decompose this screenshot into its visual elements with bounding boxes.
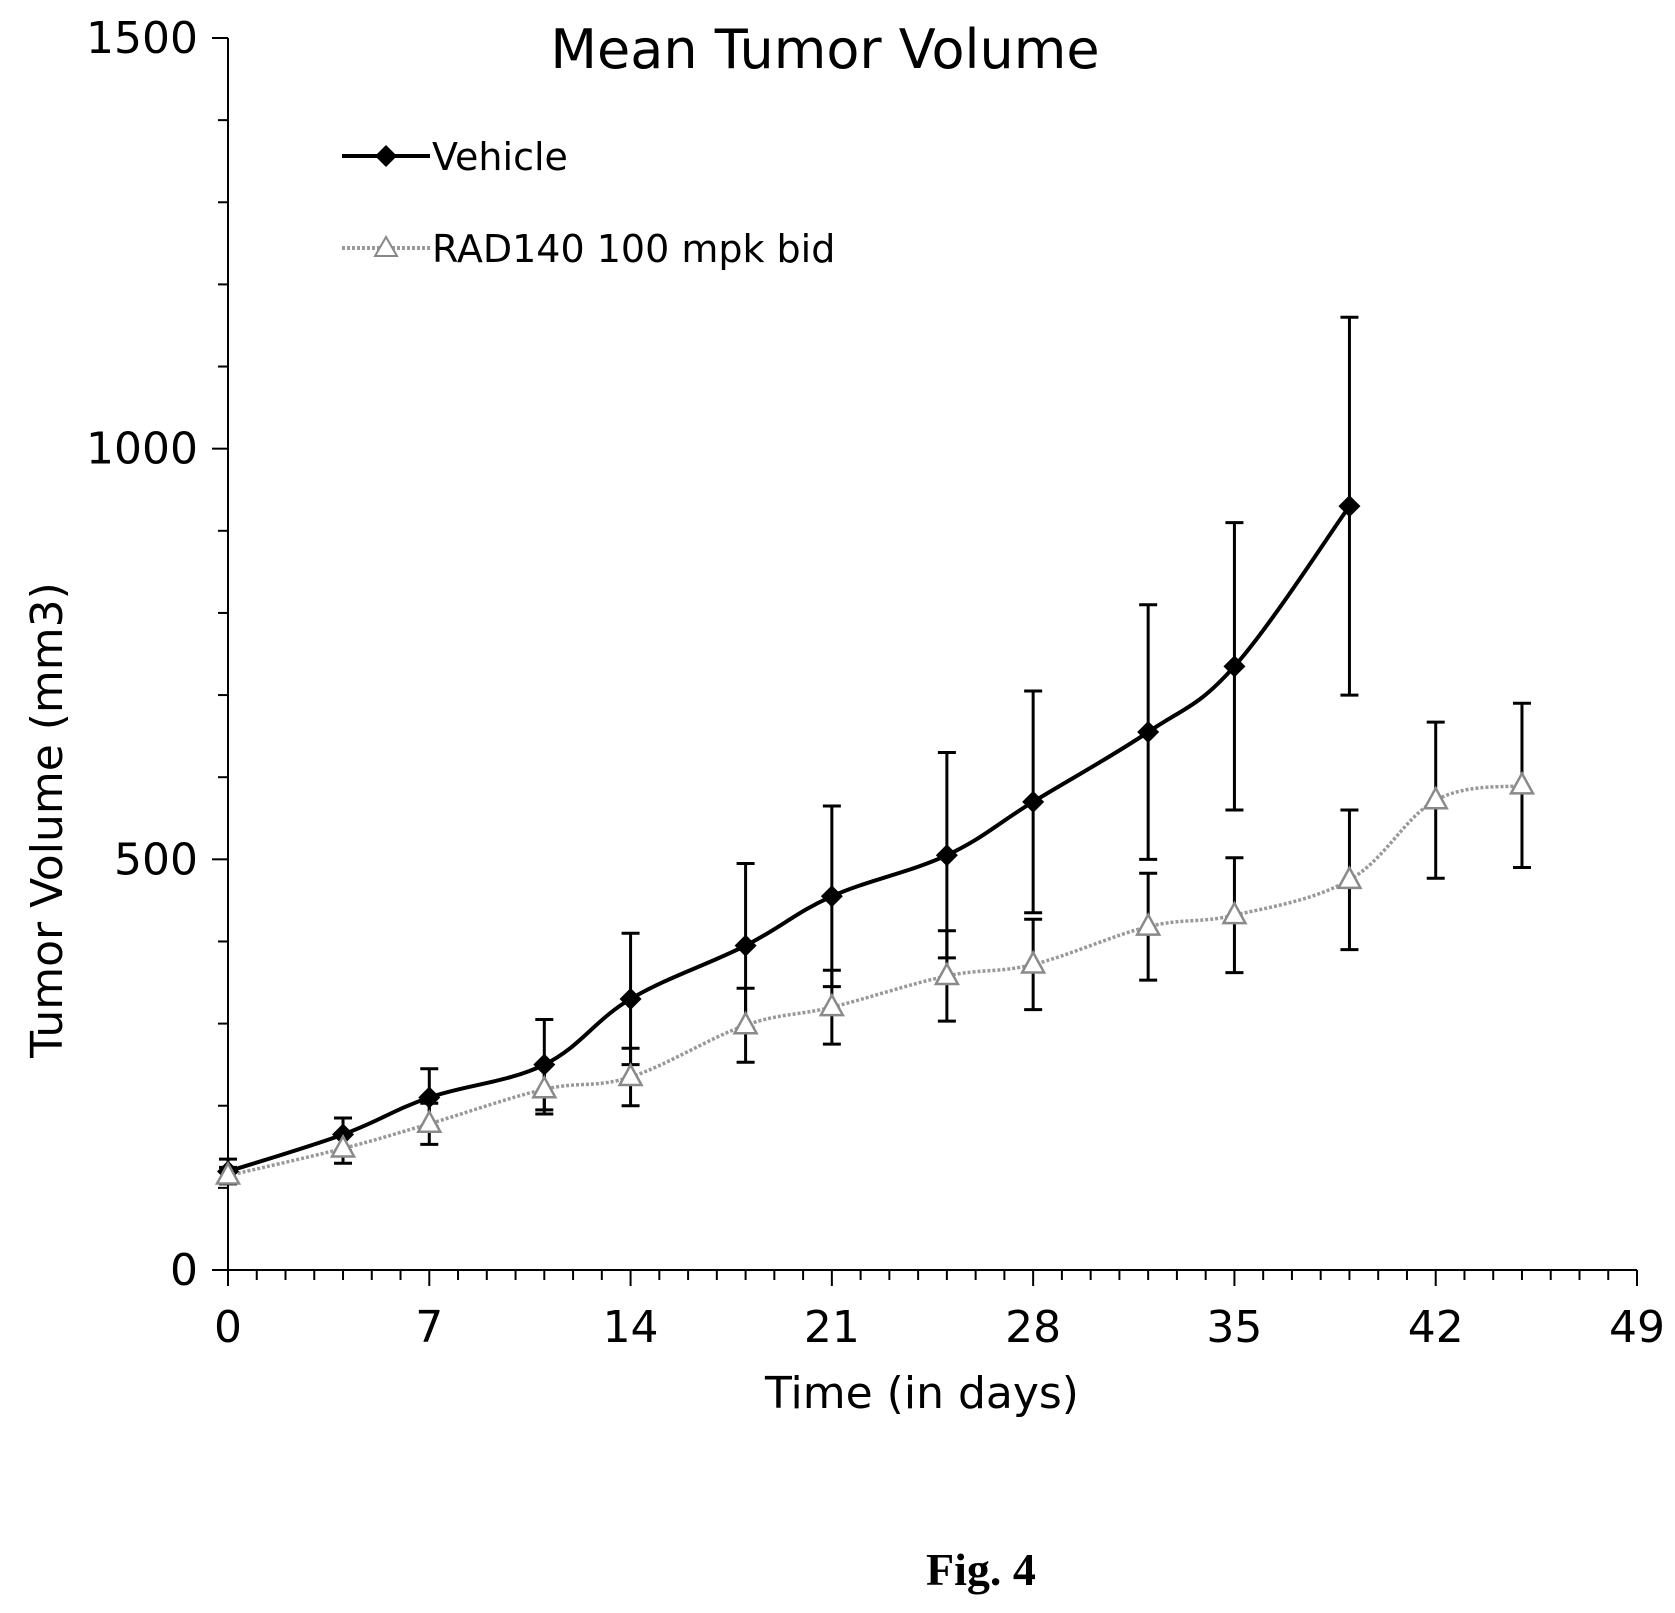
axes <box>227 38 1637 1271</box>
series-lines <box>227 504 1523 1178</box>
vehicle-data-point <box>533 1053 556 1076</box>
rad140-data-point <box>933 961 960 986</box>
x-tick-label: 14 <box>603 1302 659 1353</box>
rad140-data-point <box>329 1133 357 1158</box>
rad140-data-point <box>617 1062 644 1087</box>
vehicle-data-point <box>1223 655 1246 678</box>
vehicle-data-point <box>1338 495 1361 518</box>
vehicle-data-point <box>1137 721 1160 744</box>
x-tick-label: 0 <box>214 1302 242 1353</box>
x-axis-title: Time (in days) <box>764 1368 1079 1419</box>
chart-title: Mean Tumor Volume <box>550 18 1099 81</box>
x-tick-label: 49 <box>1609 1302 1665 1353</box>
ticks: 0 7 14 21 28 35 42 49 0 500 1000 1500 <box>86 13 1665 1353</box>
y-tick-label: 1000 <box>86 424 198 475</box>
legend-vehicle-label: Vehicle <box>432 135 568 179</box>
rad140-data-point <box>416 1109 443 1134</box>
figure-caption: Fig. 4 <box>926 1544 1036 1595</box>
legend-rad140-label: RAD140 100 mpk bid <box>432 227 835 271</box>
y-tick-label: 1500 <box>86 13 198 64</box>
x-tick-label: 35 <box>1206 1302 1262 1353</box>
rad140-data-point <box>1135 912 1162 936</box>
rad140-data-point <box>1422 785 1449 810</box>
rad140-series-line <box>227 783 1523 1178</box>
series-markers <box>214 495 1536 1185</box>
y-tick-label: 500 <box>114 834 198 885</box>
rad140-data-point <box>1336 865 1363 890</box>
rad140-data-point <box>1020 949 1047 974</box>
rad140-data-point <box>214 1160 242 1185</box>
vehicle-data-point <box>935 844 958 867</box>
legend: Vehicle RAD140 100 mpk bid <box>342 135 835 271</box>
legend-vehicle-diamond-icon <box>375 145 397 167</box>
x-tick-label: 21 <box>804 1302 860 1353</box>
x-tick-label: 42 <box>1408 1302 1464 1353</box>
rad140-data-point <box>1508 770 1536 795</box>
error-bars <box>219 315 1531 1186</box>
y-axis-title: Tumor Volume (mm3) <box>22 582 73 1059</box>
vehicle-data-point <box>619 987 642 1010</box>
y-tick-label: 0 <box>170 1245 198 1296</box>
x-tick-label: 28 <box>1005 1302 1061 1353</box>
x-tick-label: 7 <box>415 1302 443 1353</box>
vehicle-series-line <box>227 504 1352 1174</box>
rad140-data-point <box>732 1010 759 1035</box>
vehicle-data-point <box>1022 790 1045 813</box>
legend-rad140-triangle-icon <box>373 235 399 257</box>
vehicle-data-point <box>734 934 757 957</box>
rad140-data-point <box>818 992 845 1017</box>
rad140-data-point <box>531 1074 558 1099</box>
rad140-data-point <box>1221 900 1248 925</box>
vehicle-data-point <box>820 885 843 908</box>
vehicle-data-point <box>418 1086 441 1109</box>
